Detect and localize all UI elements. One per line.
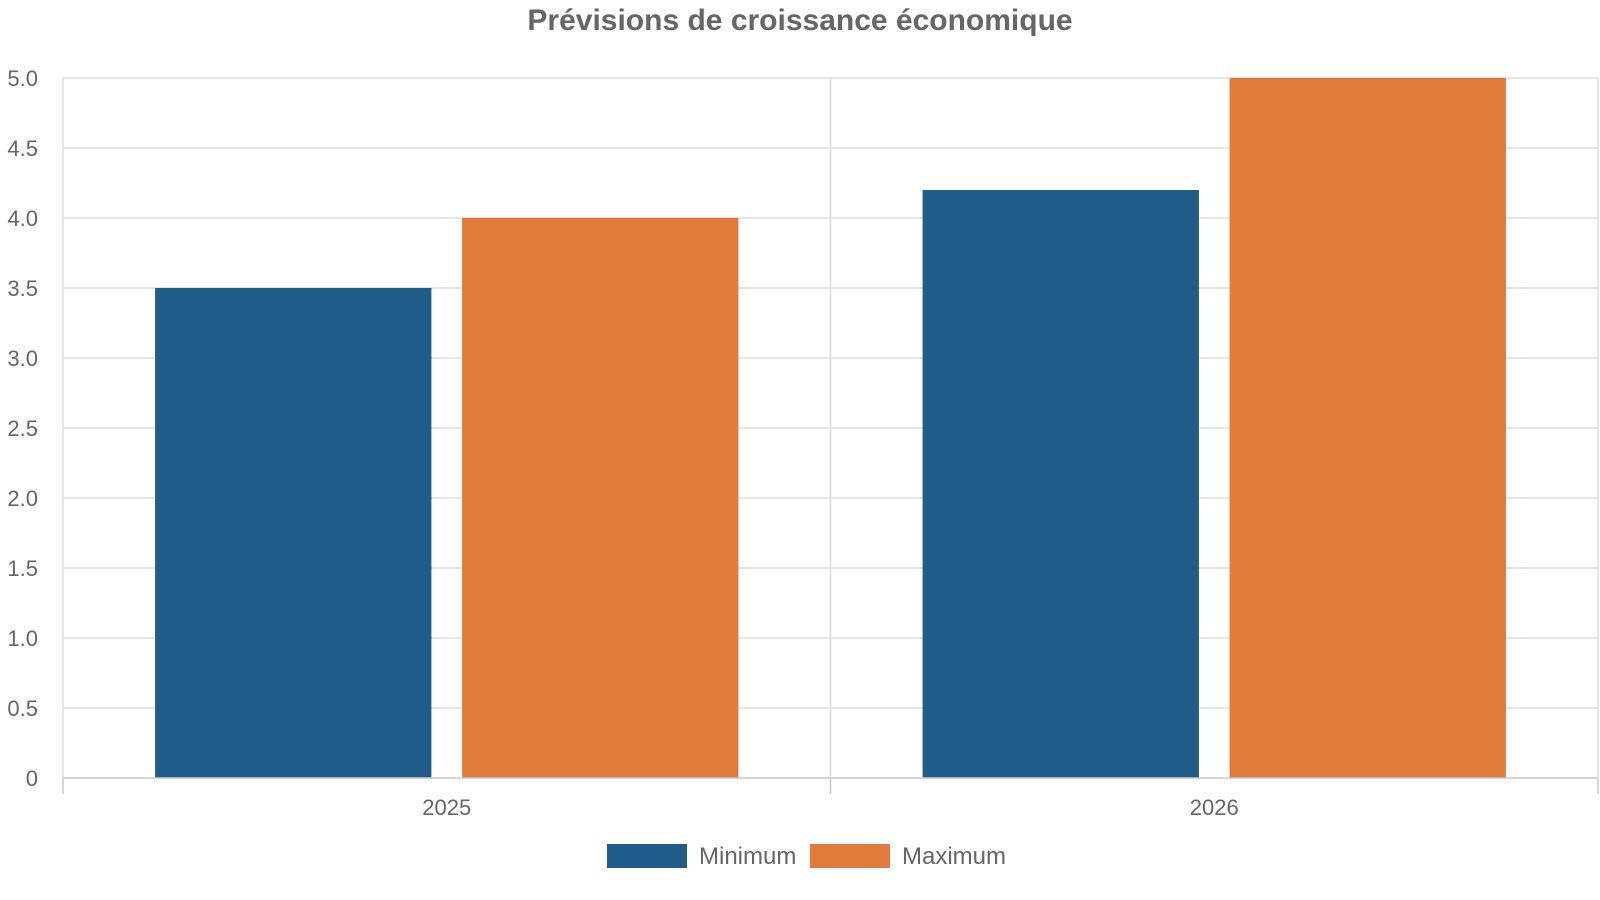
legend-swatch <box>607 844 687 868</box>
y-tick-label: 5.0 <box>7 66 38 91</box>
y-tick-label: 0.5 <box>7 696 38 721</box>
bar-maximum-2025[interactable] <box>462 218 739 778</box>
x-tick-label: 2026 <box>1190 795 1239 820</box>
chart-title: Prévisions de croissance économique <box>527 4 1072 37</box>
bar-minimum-2025[interactable] <box>155 288 432 778</box>
y-tick-label: 1.5 <box>7 556 38 581</box>
y-tick-label: 3.0 <box>7 346 38 371</box>
y-tick-label: 3.5 <box>7 276 38 301</box>
x-axis-ticks: 2025 2026 <box>422 795 1238 820</box>
y-tick-label: 0 <box>26 766 38 791</box>
legend-item-maximum[interactable]: Maximum <box>810 843 1006 870</box>
y-tick-label: 4.5 <box>7 136 38 161</box>
y-tick-label: 4.0 <box>7 206 38 231</box>
x-tick-label: 2025 <box>422 795 471 820</box>
legend-label: Minimum <box>699 843 796 870</box>
legend[interactable]: Minimum Maximum <box>607 843 1006 870</box>
y-tick-label: 2.0 <box>7 486 38 511</box>
axis-layer <box>62 777 1599 794</box>
legend-label: Maximum <box>902 843 1006 870</box>
bar-minimum-2026[interactable] <box>922 190 1199 778</box>
y-tick-label: 1.0 <box>7 626 38 651</box>
bar-maximum-2026[interactable] <box>1229 78 1506 778</box>
bar-layer <box>155 78 1506 778</box>
y-tick-label: 2.5 <box>7 416 38 441</box>
legend-swatch <box>810 844 890 868</box>
legend-item-minimum[interactable]: Minimum <box>607 843 796 870</box>
y-axis-ticks: 0 0.5 1.0 1.5 2.0 2.5 3.0 3.5 4.0 4.5 5.0 <box>7 66 38 791</box>
